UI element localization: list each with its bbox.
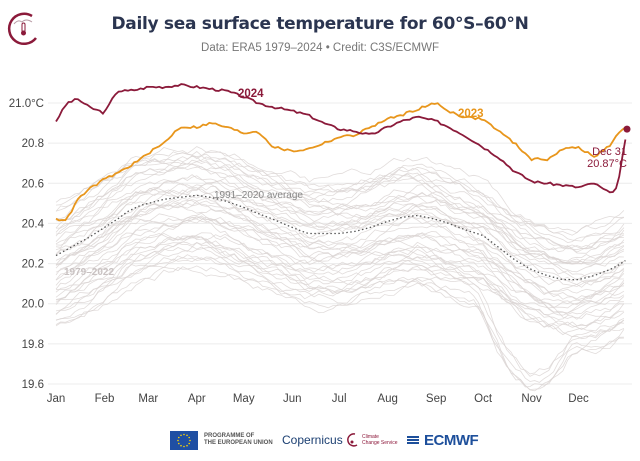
ecmwf-logo: ECMWF [405,425,479,455]
y-tick-label: 20.8 [22,138,44,150]
historical-year-line [55,241,625,328]
y-tick-label: 21.0°C [9,98,44,110]
historical-year-line [55,155,625,251]
label-average: 1991–2020 average [214,190,303,201]
c3s-icon [347,433,358,447]
end-point-marker [623,125,631,133]
x-tick-label: Mar [138,393,158,405]
historical-year-line [55,232,624,319]
eu-flag-icon [170,430,198,450]
y-axis-ticks: 19.6 19.8 20.0 20.2 20.4 20.6 20.8 21.0°C [9,98,45,391]
label-end-value: 20.87°C [587,158,627,170]
historical-year-line [55,188,624,285]
ecmwf-text: ECMWF [424,431,479,449]
footer-logos: PROGRAMME OF THE EUROPEAN UNION Copernicu… [0,425,640,455]
series-line-1991-2020-average [55,194,626,281]
eu-text-line1: PROGRAMME OF [204,433,255,439]
x-tick-label: Sep [426,393,446,405]
historical-year-line [55,146,624,236]
historical-year-line [55,151,625,234]
eu-star [180,444,182,446]
label-historical: 1979–2022 [64,267,114,278]
x-axis-ticks: Jan Feb Mar Apr May Jun Jul Aug Sep Oct Nov Dec [47,393,589,405]
historical-year-line [55,180,625,264]
label-2023: 2023 [458,108,484,120]
eu-star [186,434,188,436]
x-tick-label: Oct [474,393,493,405]
eu-star [178,436,180,438]
historical-year-line [55,254,625,377]
eu-star [188,436,190,438]
series-lines [55,83,631,281]
historical-year-line [55,215,624,306]
historical-year-line [55,156,625,244]
copernicus-text: Copernicus [282,433,343,447]
x-tick-label: Jul [332,393,347,405]
historical-year-line [55,265,624,388]
y-tick-label: 19.6 [22,379,44,391]
y-tick-label: 20.4 [22,218,45,230]
historical-year-line [55,200,625,300]
climate-thermometer-icon [7,12,37,45]
historical-year-line [55,175,625,262]
copernicus-logo: Copernicus [282,425,343,455]
y-tick-label: 20.0 [22,299,44,311]
historical-year-line [55,161,625,253]
y-tick-label: 20.2 [22,259,44,271]
c3s-logo: Climate Change Service [345,425,398,455]
historical-year-line [55,192,625,278]
y-tick-label: 20.6 [22,178,44,190]
historical-year-line [55,235,625,336]
x-tick-label: Dec [568,393,589,405]
eu-star [186,444,188,446]
historical-year-line [55,163,625,265]
chart-subtitle: Data: ERA5 1979–2024 • Credit: C3S/ECMWF [201,42,439,54]
historical-year-line [55,216,625,309]
historical-year-line [55,166,624,254]
eu-text-line2: THE EUROPEAN UNION [204,440,273,446]
eu-star [189,439,191,441]
eu-star [178,442,180,444]
historical-year-line [55,246,624,375]
historical-lines [55,146,625,392]
historical-year-line [55,235,625,328]
x-tick-label: Aug [377,393,397,405]
chart: 19.6 19.8 20.0 20.2 20.4 20.6 20.8 21.0°C Jan Fe… [9,83,632,405]
x-tick-label: Apr [188,393,206,405]
historical-year-line [55,240,624,320]
x-tick-label: Jun [283,393,302,405]
eu-logo: PROGRAMME OF THE EUROPEAN UNION [170,425,284,455]
series-line-2024 [55,83,627,194]
historical-year-line [55,150,625,242]
eu-star [177,439,179,441]
series-line-2023 [55,102,626,222]
eu-star [183,433,185,435]
ecmwf-icon [407,436,419,444]
historical-year-line [55,187,624,267]
gridlines [48,102,632,385]
historical-year-line [55,212,625,309]
historical-year-line [55,216,625,316]
x-tick-label: Nov [521,393,542,405]
eu-star [188,442,190,444]
chart-title: Daily sea surface temperature for 60°S–6… [111,14,529,34]
historical-year-line [55,158,625,253]
label-2024: 2024 [238,88,264,100]
c3s-text-line1: Climate [362,434,379,440]
historical-year-line [55,216,625,314]
x-tick-label: Feb [95,393,115,405]
label-end-date: Dec 31 [592,146,627,158]
x-tick-label: May [233,393,255,405]
eu-star [180,434,182,436]
historical-year-line [55,197,625,287]
historical-year-line [55,185,625,264]
c3s-text-line2: Change Service [362,440,398,446]
eu-star [183,445,185,447]
x-tick-label: Jan [47,393,66,405]
y-tick-label: 19.8 [22,339,44,351]
